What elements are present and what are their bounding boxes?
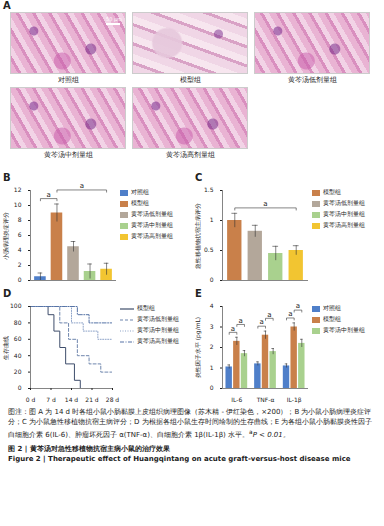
html-text:模型组: 模型组	[137, 304, 155, 311]
html-text:模型组: 模型组	[179, 76, 201, 84]
svg-text:14 d: 14 d	[65, 396, 79, 403]
svg-text:80: 80	[14, 319, 22, 326]
html-text:D: D	[3, 288, 12, 299]
html-text:对照组: 对照组	[323, 304, 341, 311]
svg-text:1.5: 1.5	[204, 186, 214, 193]
svg-text:a: a	[47, 191, 51, 199]
svg-text:60: 60	[14, 335, 22, 342]
svg-text:40: 40	[14, 352, 22, 359]
svg-text:20: 20	[14, 368, 22, 375]
html-text:黄芩汤中剂量组: 黄芩汤中剂量组	[43, 151, 93, 159]
svg-text:0.5: 0.5	[204, 246, 214, 253]
svg-text:12: 12	[14, 186, 22, 193]
html-text:黄芩汤中剂量组: 黄芩汤中剂量组	[323, 326, 365, 333]
svg-text:3: 3	[210, 323, 214, 330]
svg-text:10: 10	[14, 201, 22, 208]
html-text:黄芩汤高剂量组: 黄芩汤高剂量组	[165, 151, 215, 159]
svg-text:8: 8	[18, 216, 22, 223]
html-text:黄芩汤高剂量组: 黄芩汤高剂量组	[131, 232, 173, 239]
svg-text:急性移植物抗宿主病评分: 急性移植物抗宿主病评分	[194, 203, 201, 270]
html-text:黄芩汤中剂量组: 黄芩汤中剂量组	[131, 221, 173, 228]
svg-text:a: a	[239, 317, 243, 325]
svg-text:100: 100	[10, 302, 22, 309]
html-text:模型组: 模型组	[323, 315, 341, 322]
html-text:黄芩汤低剂量组: 黄芩汤低剂量组	[131, 210, 173, 217]
html-text:黄芩汤低剂量组: 黄芩汤低剂量组	[323, 199, 365, 206]
html-text:C: C	[195, 172, 203, 183]
html-text:黄芩汤中剂量组: 黄芩汤中剂量组	[137, 326, 179, 333]
svg-text:6: 6	[18, 231, 22, 238]
svg-text:4: 4	[18, 246, 22, 253]
svg-text:0: 0	[18, 276, 22, 283]
svg-text:a: a	[267, 311, 271, 319]
html-text:图 2 | 黄芩汤对急性移植物抗宿主病小鼠的治疗效果: 图 2 | 黄芩汤对急性移植物抗宿主病小鼠的治疗效果	[8, 444, 170, 453]
html-text:对照组: 对照组	[131, 188, 149, 195]
html-text:E: E	[195, 288, 202, 299]
svg-text:0: 0	[210, 384, 214, 391]
svg-text:1: 1	[210, 216, 214, 223]
svg-text:0: 0	[18, 384, 22, 391]
svg-text:2: 2	[18, 261, 22, 268]
html-text:B: B	[3, 172, 11, 183]
svg-text:a: a	[296, 302, 300, 310]
svg-text:a: a	[80, 182, 84, 190]
html-text:A: A	[3, 0, 11, 11]
html-text:黄芩汤中剂量组: 黄芩汤中剂量组	[323, 210, 365, 217]
svg-text:28 d: 28 d	[106, 396, 120, 403]
svg-text:4: 4	[210, 302, 214, 309]
svg-text:21 d: 21 d	[85, 396, 99, 403]
svg-text:TNF-α: TNF-α	[256, 396, 275, 403]
html-text:对照组: 对照组	[57, 76, 79, 84]
svg-text:a: a	[231, 325, 235, 333]
svg-text:IL-1β: IL-1β	[287, 396, 302, 404]
html-text:模型组: 模型组	[323, 188, 341, 195]
html-text:黄芩汤高剂量组: 黄芩汤高剂量组	[137, 337, 179, 344]
html-text:Figure 2 | Therapeutic effect: Figure 2 | Therapeutic effect of Huangqi…	[8, 454, 351, 463]
svg-text:0: 0	[210, 276, 214, 283]
svg-text:IL-6: IL-6	[231, 396, 242, 403]
html-text:模型组: 模型组	[131, 199, 149, 206]
svg-text:小肠病理炎症评分: 小肠病理炎症评分	[2, 212, 9, 260]
html-text:黄芩汤高剂量组: 黄芩汤高剂量组	[323, 221, 365, 228]
svg-text:炎性因子水平 (pg/mL): 炎性因子水平 (pg/mL)	[194, 317, 202, 378]
svg-text:0 d: 0 d	[26, 396, 36, 403]
svg-text:7 d: 7 d	[46, 396, 56, 403]
svg-text:a: a	[260, 318, 264, 326]
html-text:50 μm: 50 μm	[106, 16, 122, 22]
html-text:黄芩汤低剂量组: 黄芩汤低剂量组	[137, 315, 179, 322]
html-text:图注：图 A 为 14 d 时各组小鼠小肠黏膜上皮组织病理图: 图注：图 A 为 14 d 时各组小鼠小肠黏膜上皮组织病理图像（苏木精 - 伊红…	[8, 408, 373, 439]
svg-text:a: a	[288, 310, 292, 318]
svg-text:1: 1	[210, 364, 214, 371]
svg-text:2: 2	[210, 343, 214, 350]
html-text:黄芩汤低剂量组: 黄芩汤低剂量组	[287, 76, 337, 84]
svg-text:生存曲线: 生存曲线	[2, 336, 9, 360]
svg-text:a: a	[263, 200, 267, 208]
